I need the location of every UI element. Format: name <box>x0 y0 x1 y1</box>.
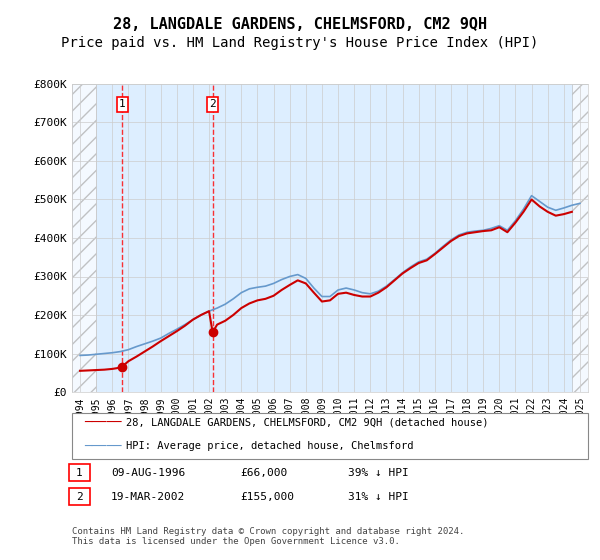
Text: ─────: ───── <box>84 416 121 430</box>
Text: £66,000: £66,000 <box>240 468 287 478</box>
Text: 19-MAR-2002: 19-MAR-2002 <box>111 492 185 502</box>
Text: 39% ↓ HPI: 39% ↓ HPI <box>348 468 409 478</box>
Text: 2: 2 <box>209 99 216 109</box>
Bar <box>72 84 96 392</box>
Text: ─────: ───── <box>84 440 121 453</box>
Text: 28, LANGDALE GARDENS, CHELMSFORD, CM2 9QH (detached house): 28, LANGDALE GARDENS, CHELMSFORD, CM2 9Q… <box>126 418 488 428</box>
Text: 28, LANGDALE GARDENS, CHELMSFORD, CM2 9QH: 28, LANGDALE GARDENS, CHELMSFORD, CM2 9Q… <box>113 17 487 32</box>
Text: £155,000: £155,000 <box>240 492 294 502</box>
Text: 31% ↓ HPI: 31% ↓ HPI <box>348 492 409 502</box>
Text: Price paid vs. HM Land Registry's House Price Index (HPI): Price paid vs. HM Land Registry's House … <box>61 36 539 50</box>
Text: 1: 1 <box>76 468 83 478</box>
Text: 1: 1 <box>119 99 125 109</box>
Text: ─────: ───── <box>84 416 121 430</box>
Text: Contains HM Land Registry data © Crown copyright and database right 2024.
This d: Contains HM Land Registry data © Crown c… <box>72 526 464 546</box>
Text: HPI: Average price, detached house, Chelmsford: HPI: Average price, detached house, Chel… <box>126 441 413 451</box>
Text: 09-AUG-1996: 09-AUG-1996 <box>111 468 185 478</box>
Text: ─────: ───── <box>84 440 121 453</box>
Text: HPI: Average price, detached house, Chelmsford: HPI: Average price, detached house, Chel… <box>126 441 413 451</box>
Text: 2: 2 <box>76 492 83 502</box>
Bar <box>572 84 588 392</box>
Text: 28, LANGDALE GARDENS, CHELMSFORD, CM2 9QH (detached house): 28, LANGDALE GARDENS, CHELMSFORD, CM2 9Q… <box>126 418 488 428</box>
